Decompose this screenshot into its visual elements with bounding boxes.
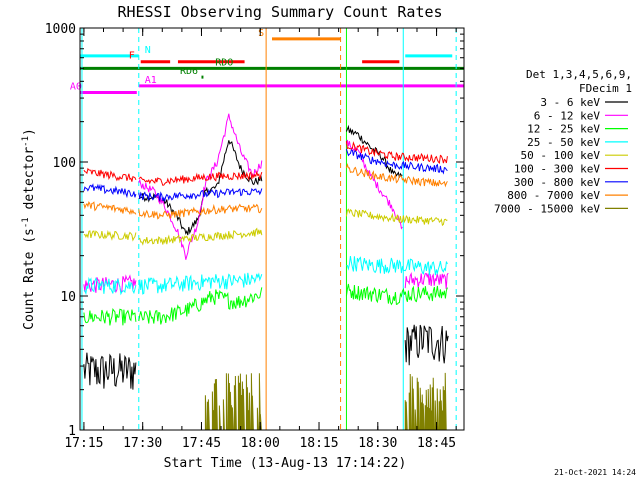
- series-800-7000-kevkev: [83, 163, 448, 220]
- x-tick-label: 17:15: [64, 436, 103, 451]
- series-line: [83, 200, 137, 216]
- y-tick-label: 1000: [45, 22, 76, 37]
- series-100-300-kevkev: [83, 140, 448, 186]
- series-line: [404, 272, 449, 289]
- series-line: [345, 139, 403, 230]
- series-line: [138, 272, 263, 295]
- series-line: [138, 140, 263, 236]
- series-line: [83, 352, 137, 390]
- series-line: [83, 229, 137, 242]
- series-line: [138, 287, 263, 325]
- y-axis-ticks: 1 10 100 1000: [45, 22, 464, 439]
- y-tick-label: 10: [60, 290, 76, 305]
- series-50-100-kevkev: [83, 208, 448, 246]
- state-label-a0: A0: [70, 82, 82, 93]
- legend-entry-label: 6 - 12 keV: [534, 109, 601, 122]
- x-tick-label: 18:00: [241, 436, 280, 451]
- state-label-rdo: RDO: [215, 57, 233, 68]
- x-tick-label: 18:15: [299, 436, 338, 451]
- legend-entry-label: 12 - 25 keV: [527, 123, 600, 136]
- series-line: [83, 183, 137, 199]
- state-label-s: S: [258, 28, 264, 39]
- legend-entry-label: 25 - 50 keV: [527, 136, 600, 149]
- state-bars: NF S RD6 RDO A1 A0: [70, 28, 464, 95]
- legend-entry-label: 50 - 100 keV: [521, 149, 601, 162]
- vertical-markers: [81, 28, 457, 430]
- legend-entry-label: 800 - 7000 keV: [507, 189, 600, 202]
- state-label-f: F: [129, 51, 135, 62]
- series-line: [83, 276, 137, 296]
- series-line: [346, 256, 448, 276]
- series-6-12-kevkev: [83, 113, 449, 294]
- series-line: [345, 148, 448, 175]
- series-line: [204, 373, 262, 431]
- series-lines: [83, 113, 449, 431]
- series-line: [345, 140, 448, 164]
- series-line: [404, 372, 449, 431]
- series-300-800-kevkev: [83, 148, 448, 203]
- generation-timestamp: 21-Oct-2021 14:24: [554, 468, 636, 477]
- series-12-25-kevkev: [83, 283, 448, 326]
- state-label-a1: A1: [145, 75, 157, 86]
- legend-entry-label: 300 - 800 keV: [514, 176, 600, 189]
- series-line: [345, 208, 448, 227]
- series-line: [83, 274, 137, 294]
- legend-header-line1: Det 1,3,4,5,6,9,: [526, 68, 632, 81]
- legend-entry-label: 100 - 300 keV: [514, 163, 600, 176]
- series-line: [138, 203, 263, 220]
- y-tick-label: 100: [53, 156, 76, 171]
- series-line: [404, 324, 449, 366]
- legend-entry-label: 7000 - 15000 keV: [494, 202, 600, 215]
- state-label-n: N: [145, 45, 151, 56]
- x-axis-label: Start Time (13-Aug-13 17:14:22): [164, 456, 407, 471]
- legend-entry-label: 3 - 6 keV: [540, 96, 600, 109]
- series-line: [138, 227, 263, 246]
- series-line: [83, 167, 137, 182]
- x-tick-label: 18:45: [417, 436, 456, 451]
- series-line: [138, 113, 263, 260]
- series-line: [138, 187, 263, 203]
- state-label-rd6: RD6: [180, 66, 198, 77]
- y-axis-label: Count Rate (s-1 detector-1): [21, 128, 37, 330]
- legend-header-line2: FDecim 1: [579, 82, 632, 95]
- series-line: [138, 170, 263, 186]
- series-7000-15000-kevkev: [204, 372, 449, 431]
- x-tick-label: 18:30: [358, 436, 397, 451]
- x-tick-label: 17:45: [182, 436, 221, 451]
- series-line: [345, 283, 448, 306]
- x-axis-ticks: 17:15 17:30 17:45 18:00 18:15 18:30 18:45: [64, 28, 457, 451]
- series-line: [83, 308, 137, 326]
- plot-frame: [79, 27, 465, 431]
- y-tick-label: 1: [68, 424, 76, 439]
- x-tick-label: 17:30: [123, 436, 162, 451]
- series-line: [345, 163, 448, 188]
- chart-title: RHESSI Observing Summary Count Rates: [117, 3, 442, 21]
- series-25-50-kevkev: [83, 256, 448, 296]
